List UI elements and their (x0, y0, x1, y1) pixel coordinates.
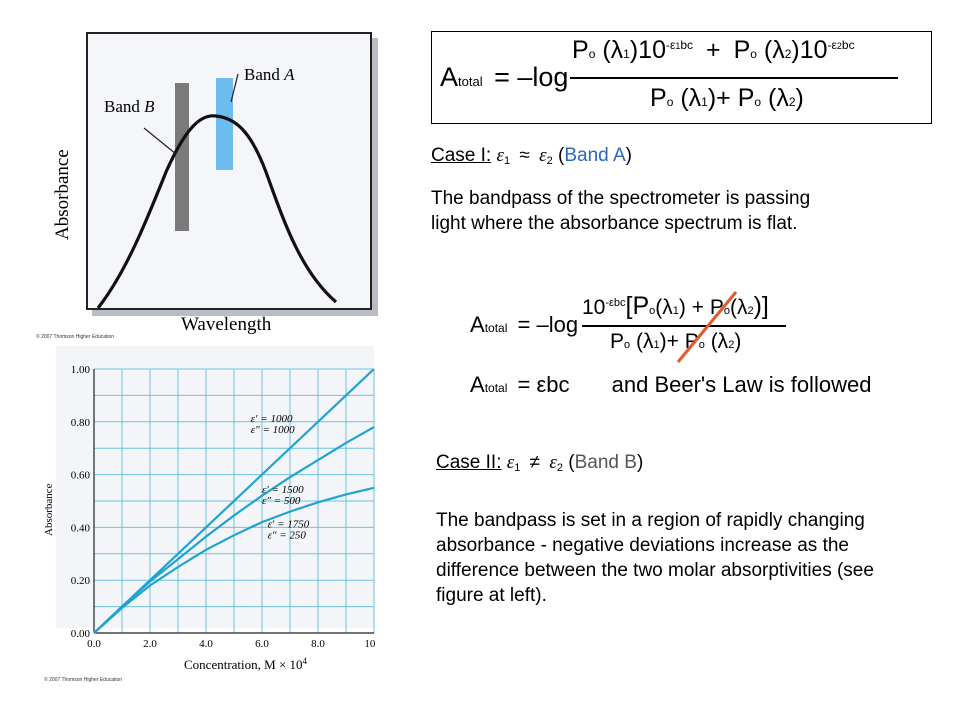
case1-eq-numerator: 10-εbc[Po(λ1) + Po(λ2)] (582, 292, 769, 320)
spectrum-plot: Band A Band B (96, 65, 338, 309)
chart-axes: 0.0 2.0 4.0 6.0 8.0 10.0 0.00 0.20 0.40 0.60 0.80 1… (71, 364, 384, 650)
y-tick-label: 0.40 (71, 522, 91, 534)
case2-text: The bandpass is set in a region of rapid… (436, 510, 874, 606)
chart-xlabel: Concentration, M × 104 (184, 656, 308, 672)
eq-fraction-bar (570, 77, 898, 79)
beers-law-chart: 0.0 2.0 4.0 6.0 8.0 10.0 0.00 0.20 0.40 0.60 0.80 1… (36, 346, 384, 686)
absorbance-spectrum-figure: Band A Band B Absorbance Wavelength © 20… (36, 22, 386, 344)
case1-text: The bandpass of the spectrometer is pass… (431, 188, 811, 234)
case1-eq-lhs: Atotal = –log (470, 312, 579, 337)
series-label-2: ε″ = 250 (268, 529, 307, 541)
x-tick-label: 8.0 (311, 638, 325, 650)
spectrum-copyright: © 2007 Thomson Higher Education (36, 334, 115, 340)
x-tick-label: 2.0 (143, 638, 157, 650)
eq-numerator: Po (λ1)10-ε1bc + Po (λ2)10-ε2bc (572, 36, 855, 64)
case2-heading: Case II: ε1 ≠ ε2 (Band B) (436, 452, 644, 474)
band-b-rect (175, 83, 189, 231)
y-tick-label: 1.00 (71, 364, 91, 376)
series-label-2: ε″ = 1000 (251, 424, 295, 436)
series-label-1: ε′ = 1000 (251, 413, 293, 425)
band-a-leader (230, 73, 239, 103)
cancel-strike-line (676, 291, 738, 363)
band-b-label: Band B (104, 97, 155, 116)
band-a-label: Band A (244, 65, 295, 84)
chart-copyright: © 2007 Thomson Higher Education (44, 677, 123, 683)
case1-eq-final: Atotal = εbc and Beer's Law is followed (470, 372, 872, 397)
eq-denominator: Po (λ1)+ Po (λ2) (650, 84, 804, 112)
y-tick-label: 0.60 (71, 470, 91, 482)
case1-heading: Case I: ε1 ≈ ε2 (Band A) (431, 145, 632, 167)
beers-law-chart-svg: 0.0 2.0 4.0 6.0 8.0 10.0 0.00 0.20 0.40 0.60 0.80 1… (43, 346, 384, 672)
y-tick-label: 0.80 (71, 417, 91, 429)
spectrum-ylabel: Absorbance (52, 149, 73, 240)
series-line (93, 486, 375, 634)
chart-background (56, 346, 374, 628)
y-tick-label: 0.00 (71, 628, 91, 640)
series-label-1: ε′ = 1500 (262, 484, 304, 496)
y-tick-label: 0.20 (71, 575, 91, 587)
spectrum-curve (96, 114, 338, 309)
band-a-rect (216, 78, 233, 170)
x-tick-label: 4.0 (199, 638, 213, 650)
x-tick-label: 6.0 (255, 638, 269, 650)
case1-equation: Atotal = –log 10-εbc[Po(λ1) + Po(λ2)] Po… (470, 290, 890, 400)
series-line (93, 426, 375, 634)
equation-box: Atotal = –log Po (λ1)10-ε1bc + Po (λ2)10… (431, 31, 932, 124)
band-b-leader (143, 127, 177, 155)
series-label-1: ε′ = 1750 (268, 518, 310, 530)
chart-ylabel: Absorbance (43, 483, 55, 536)
chart-series (93, 368, 375, 634)
case1-eq-fraction-bar (582, 325, 786, 327)
eq-lhs: Atotal = –log (440, 62, 569, 92)
case1-eq-denominator: Po (λ1)+ Po (λ2) (610, 330, 742, 353)
series-label-2: ε″ = 500 (262, 495, 301, 507)
x-tick-label: 0.0 (87, 638, 101, 650)
spectrum-xlabel: Wavelength (181, 314, 272, 335)
x-tick-label: 10.0 (364, 638, 376, 650)
